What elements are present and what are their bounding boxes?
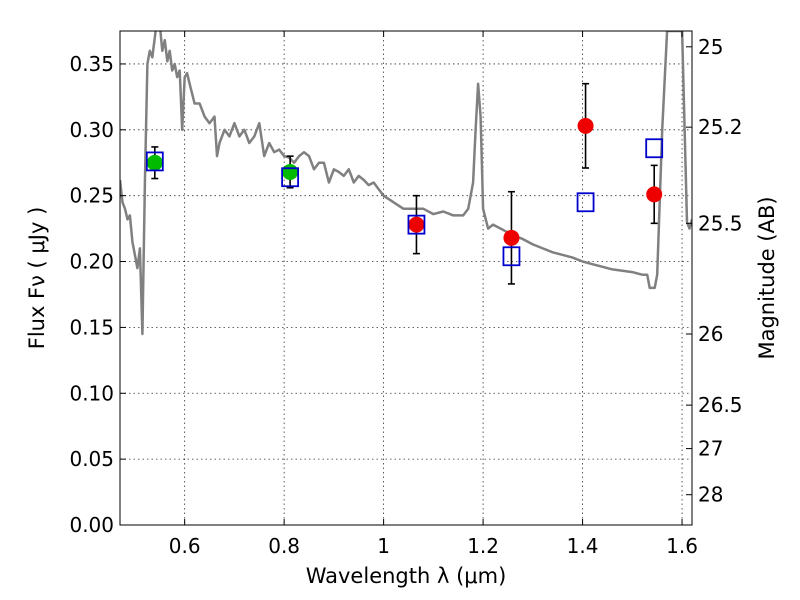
ticks: 0.6 0.8 1 1.2 1.4 1.6 0.00 0.05 0.10 0.15 0.20 0.25…	[69, 31, 743, 558]
right-tick-label: 25.2	[698, 115, 743, 139]
x-axis-label: Wavelength λ (μm)	[306, 564, 507, 588]
right-tick-label: 27	[698, 437, 723, 461]
y-tick-label: 0.30	[69, 118, 114, 142]
data-point	[146, 154, 163, 171]
y-tick-label: 0.35	[69, 52, 114, 76]
x-tick-label: 0.8	[268, 534, 300, 558]
data-point	[646, 186, 663, 203]
data-point	[282, 163, 299, 180]
data-point	[577, 117, 594, 134]
x-tick-label: 0.6	[169, 534, 201, 558]
y-tick-label: 0.20	[69, 250, 114, 274]
plot-background	[120, 31, 692, 525]
x-tick-label: 1.4	[567, 534, 599, 558]
data-point	[503, 229, 520, 246]
right-tick-label: 26	[698, 322, 723, 346]
data-point	[408, 216, 425, 233]
y-tick-label: 0.00	[69, 513, 114, 537]
model-point	[645, 138, 664, 159]
right-tick-label: 28	[698, 483, 723, 507]
x-tick-label: 1.6	[666, 534, 698, 558]
model-point	[502, 246, 521, 267]
model-point	[145, 151, 164, 172]
spectrum-line	[120, 31, 692, 336]
x-tick-label: 1	[377, 534, 390, 558]
right-tick-label: 25.5	[698, 211, 743, 235]
y-tick-label: 0.25	[69, 184, 114, 208]
y-axis-label: Flux Fν ( μJy )	[25, 207, 49, 350]
y-tick-label: 0.15	[69, 315, 114, 339]
x-tick-label: 1.2	[467, 534, 499, 558]
marker-layer	[145, 82, 664, 285]
right-tick-label: 26.5	[698, 393, 743, 417]
y-tick-label: 0.10	[69, 381, 114, 405]
model-point	[407, 214, 426, 235]
right-tick-label: 25	[698, 35, 723, 59]
model-point	[576, 192, 595, 213]
model-point	[281, 167, 300, 188]
data-layer	[120, 31, 692, 336]
y-tick-label: 0.05	[69, 447, 114, 471]
y-axis-right-label: Magnitude (AB)	[755, 196, 779, 359]
plot-frame	[119, 30, 693, 526]
